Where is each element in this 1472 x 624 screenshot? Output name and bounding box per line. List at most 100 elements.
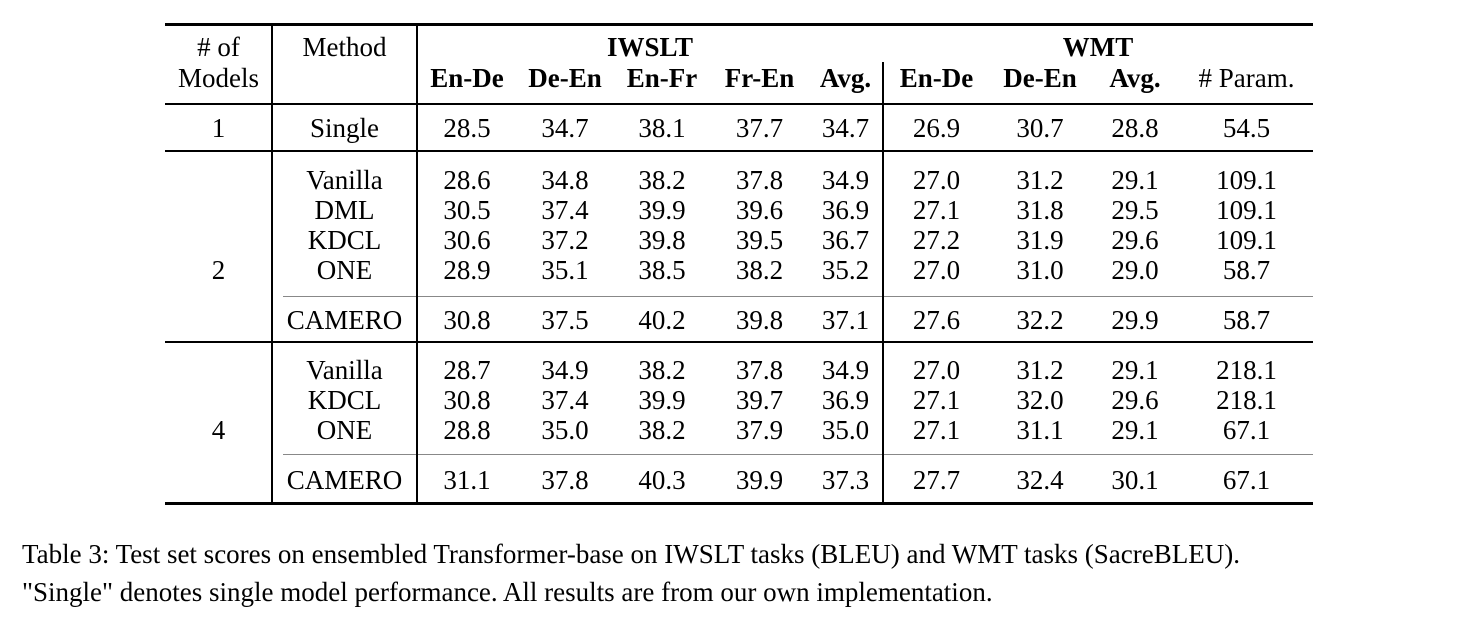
- score-value: 27.0: [912, 255, 961, 285]
- score-value: 35.1: [541, 255, 589, 285]
- camero-separator-2: [283, 454, 1313, 455]
- score-value: 30.1: [1111, 465, 1159, 495]
- header-iwslt-en-de: En-De: [430, 63, 504, 93]
- score-value: 30.7: [1016, 113, 1064, 143]
- score-value: 27.0: [912, 165, 961, 195]
- method-name: CAMERO: [286, 305, 403, 335]
- param-count: 218.1: [1216, 355, 1277, 385]
- score-value: 31.2: [1016, 165, 1064, 195]
- header-wmt-en-de: En-De: [899, 63, 974, 93]
- score-value: 37.1: [821, 305, 870, 335]
- score-value: 28.7: [443, 355, 491, 385]
- table-row: KDCL 30.8 37.4 39.9 39.7 36.9 27.1 32.0 29.6 218.…: [165, 385, 1313, 415]
- score-value: 27.2: [912, 225, 961, 255]
- header-bottom-rule: [165, 103, 1313, 105]
- table-row: DML 30.5 37.4 39.9 39.6 36.9 27.1 31.8 29.5 109.1: [165, 195, 1313, 225]
- header-params: # Param.: [1198, 63, 1295, 93]
- table-row: 4 ONE 28.8 35.0 38.2 37.9 35.0 27.1 31.1 29.1 67.1: [165, 415, 1313, 445]
- score-value: 30.6: [443, 225, 491, 255]
- header-wmt-de-en: De-En: [1003, 63, 1077, 93]
- score-value: 34.9: [821, 165, 870, 195]
- method-name: KDCL: [307, 385, 382, 415]
- models-count: 1: [211, 113, 226, 143]
- header-row-2: Models En-De De-En En-Fr Fr-En Avg. En-D…: [165, 63, 1313, 93]
- header-group-wmt: WMT: [1062, 32, 1134, 62]
- score-value: 32.4: [1016, 465, 1064, 495]
- score-value: 32.0: [1016, 385, 1064, 415]
- models-count: [165, 195, 272, 225]
- header-iwslt-fr-en: Fr-En: [724, 63, 795, 93]
- score-value: 39.9: [638, 385, 686, 415]
- score-value: 30.8: [443, 385, 491, 415]
- param-count: 109.1: [1216, 165, 1277, 195]
- score-value: 37.8: [735, 165, 784, 195]
- header-iwslt-de-en: De-En: [528, 63, 602, 93]
- param-count: 54.5: [1222, 113, 1271, 143]
- score-value: 37.9: [735, 415, 784, 445]
- score-value: 37.4: [541, 195, 589, 225]
- score-value: 31.1: [443, 465, 491, 495]
- score-value: 40.3: [638, 465, 686, 495]
- method-name: Single: [309, 113, 379, 143]
- param-count: 67.1: [1222, 465, 1271, 495]
- score-value: 38.5: [638, 255, 686, 285]
- score-value: 30.5: [443, 195, 491, 225]
- table-row-camero: CAMERO 30.8 37.5 40.2 39.8 37.1 27.6 32.2 29.9 58…: [165, 305, 1313, 335]
- score-value: 27.7: [912, 465, 961, 495]
- score-value: 38.1: [638, 113, 686, 143]
- score-value: 29.5: [1111, 195, 1159, 225]
- models-count: 2: [211, 255, 226, 285]
- score-value: 28.9: [443, 255, 491, 285]
- score-value: 34.8: [541, 165, 589, 195]
- score-value: 28.6: [443, 165, 491, 195]
- score-value: 29.6: [1111, 225, 1159, 255]
- score-value: 27.6: [912, 305, 961, 335]
- param-count: 58.7: [1222, 255, 1271, 285]
- score-value: 27.1: [912, 385, 961, 415]
- score-value: 29.9: [1111, 305, 1159, 335]
- models-count: [165, 225, 272, 255]
- method-name: KDCL: [307, 225, 382, 255]
- score-value: 39.5: [735, 225, 784, 255]
- score-value: 28.8: [443, 415, 491, 445]
- score-value: 29.6: [1111, 385, 1159, 415]
- section-1-rule: [165, 150, 1313, 152]
- score-value: 31.9: [1016, 225, 1064, 255]
- score-value: 35.2: [821, 255, 870, 285]
- score-value: 35.0: [821, 415, 870, 445]
- method-name: Vanilla: [306, 355, 383, 385]
- table-top-rule: [165, 23, 1313, 26]
- header-iwslt-en-fr: En-Fr: [626, 63, 698, 93]
- header-models-line2: Models: [178, 63, 259, 93]
- method-name: ONE: [316, 255, 373, 285]
- score-value: 27.1: [912, 195, 961, 225]
- table-row: Vanilla 28.7 34.9 38.2 37.8 34.9 27.0 31.2 29.1 2…: [165, 355, 1313, 385]
- header-row-1: # of Method IWSLT WMT: [165, 32, 1313, 62]
- score-value: 38.2: [638, 415, 686, 445]
- score-value: 37.5: [541, 305, 589, 335]
- score-value: 37.7: [735, 113, 784, 143]
- header-iwslt-avg: Avg.: [819, 63, 872, 93]
- results-table: # of Method IWSLT WMT Models En-De De-En…: [165, 0, 1313, 520]
- table-row: 2 ONE 28.9 35.1 38.5 38.2 35.2 27.0 31.0 29.0 58.7: [165, 255, 1313, 285]
- score-value: 39.9: [638, 195, 686, 225]
- score-value: 27.1: [912, 415, 961, 445]
- score-value: 26.9: [912, 113, 961, 143]
- score-value: 32.2: [1016, 305, 1064, 335]
- param-count: 218.1: [1216, 385, 1277, 415]
- score-value: 39.8: [735, 305, 784, 335]
- score-value: 31.1: [1016, 415, 1064, 445]
- header-wmt-avg: Avg.: [1109, 63, 1161, 93]
- method-iwslt-divider: [416, 26, 418, 502]
- score-value: 39.6: [735, 195, 784, 225]
- score-value: 29.1: [1111, 355, 1159, 385]
- score-value: 38.2: [735, 255, 784, 285]
- score-value: 37.8: [735, 355, 784, 385]
- header-models-line1: # of: [197, 32, 240, 62]
- models-count: [165, 355, 272, 385]
- header-method: Method: [302, 32, 387, 62]
- table-row: Vanilla 28.6 34.8 38.2 37.8 34.9 27.0 31.2 29.1 1…: [165, 165, 1313, 195]
- models-count: [165, 465, 272, 495]
- score-value: 34.9: [821, 355, 870, 385]
